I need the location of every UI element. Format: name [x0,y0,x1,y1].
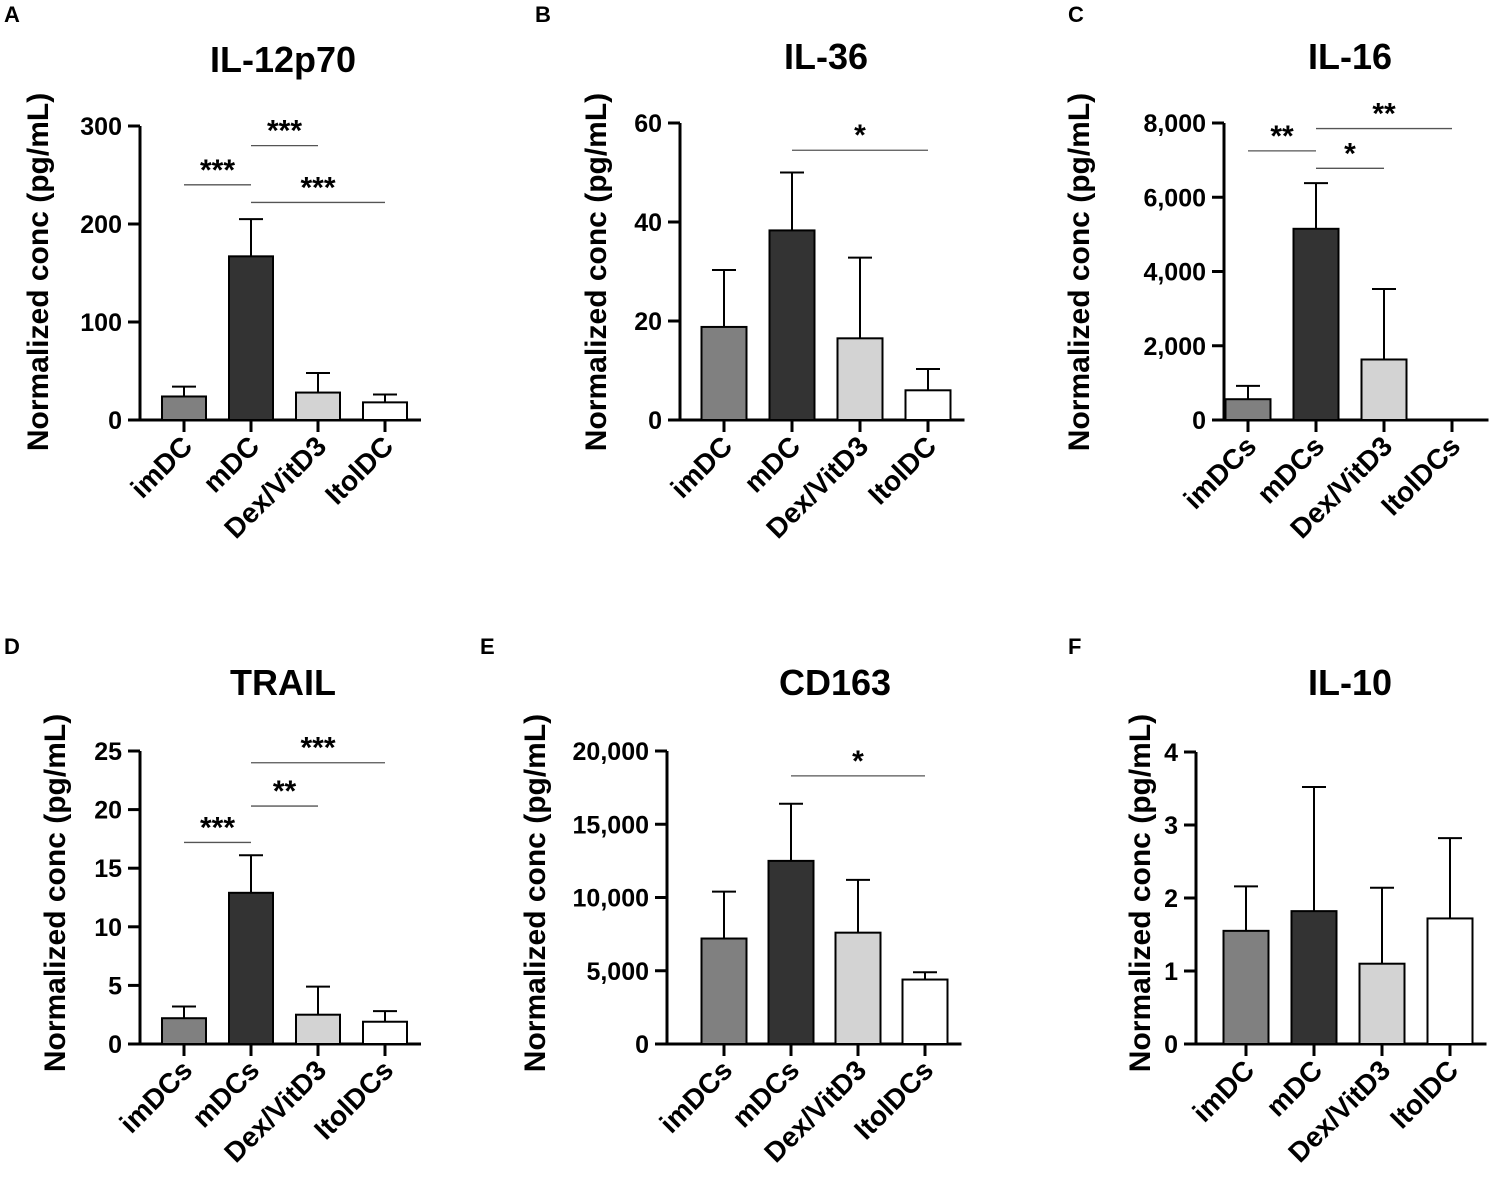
x-tick-label: imDC [1187,1054,1261,1128]
bar-mdc [228,255,274,421]
panel-letter: E [480,634,495,659]
bar-imdcs [161,1017,207,1046]
y-axis-label: Normalized conc (pg/mL) [1063,93,1096,451]
y-tick-label: 0 [648,407,662,435]
y-axis-label: Normalized conc (pg/mL) [22,93,55,451]
bar-mdc [1290,910,1338,1046]
x-tick-label: imDCs [1178,430,1263,515]
bar-imdc [1222,929,1270,1045]
x-tick-label: imDCs [654,1054,739,1139]
y-tick-label: 0 [108,407,122,435]
y-tick-label: 0 [1164,1031,1178,1059]
chart-title: IL-12p70 [210,39,356,80]
bar-itoldcs [901,978,949,1045]
y-tick-label: 2,000 [1143,333,1206,361]
significance-label: ** [1372,98,1396,131]
y-tick-label: 40 [634,209,662,237]
chart-title: IL-16 [1308,36,1392,77]
significance-label: *** [300,732,335,765]
bar-dex-vitd3 [836,337,884,422]
chart-title: TRAIL [230,662,336,703]
bar-mdcs [1292,227,1340,421]
bar-itoldc [362,401,408,421]
significance-label: * [1344,137,1356,170]
chart-title: CD163 [779,662,891,703]
significance-label: *** [200,811,235,844]
y-tick-label: 100 [80,309,122,337]
x-tick-label: imDC [665,430,739,504]
y-tick-label: 10 [94,914,122,942]
y-tick-label: 5,000 [586,958,649,986]
chart-title: IL-36 [784,36,868,77]
panel-letter: B [535,2,551,27]
y-tick-label: 0 [108,1031,122,1059]
bar-imdcs [700,937,748,1046]
panel-c: C IL-16 Normalized conc (pg/mL) 0 2,000 4,000… [1063,2,1489,544]
bar-dex-vitd3 [1360,358,1408,421]
y-tick-label: 2 [1164,885,1178,913]
y-tick-label: 20 [634,308,662,336]
y-tick-label: 3 [1164,812,1178,840]
y-tick-label: 0 [635,1031,649,1059]
bar-itoldcs [362,1020,408,1045]
y-axis-label: Normalized conc (pg/mL) [519,714,552,1072]
bar-dex-vitd3 [1358,962,1406,1046]
bar-mdcs [767,859,815,1045]
bar-itoldc [1426,917,1474,1045]
x-tick-label: imDC [125,430,199,504]
panel-a: A IL-12p70 Normalized conc (pg/mL) 0 100 200 3… [4,2,421,544]
panel-letter: C [1068,2,1084,27]
chart-title: IL-10 [1308,662,1392,703]
bar-dex-vitd3 [295,391,341,421]
significance-label: * [852,745,864,778]
bar-imdcs [1224,398,1272,421]
bar-imdc [700,325,748,421]
bar-dex-vitd3 [295,1013,341,1046]
y-tick-label: 25 [94,738,122,766]
x-tick-label: ItolDC [1384,1054,1464,1134]
y-tick-label: 200 [80,211,122,239]
significance-label: *** [267,115,302,148]
y-tick-label: 1 [1164,958,1178,986]
y-tick-label: 20,000 [573,738,649,766]
panel-d: D TRAIL Normalized conc (pg/mL) 0 5 10 15 20 25 i… [4,634,421,1168]
significance-label: * [854,119,866,152]
significance-label: ** [273,775,297,808]
y-axis-label: Normalized conc (pg/mL) [39,714,72,1072]
y-tick-label: 0 [1192,407,1206,435]
x-tick-label: ItolDC [862,430,942,510]
y-tick-label: 4,000 [1143,259,1206,287]
significance-label: *** [300,171,335,204]
y-tick-label: 8,000 [1143,110,1206,138]
y-tick-label: 4 [1164,739,1178,767]
y-tick-label: 300 [80,113,122,141]
y-axis-label: Normalized conc (pg/mL) [1124,714,1157,1072]
significance-label: ** [1270,120,1294,153]
bar-dex-vitd3 [834,931,882,1045]
bar-mdcs [228,891,274,1046]
bar-imdc [161,395,207,422]
y-tick-label: 60 [634,110,662,138]
panel-letter: D [4,634,20,659]
y-tick-label: 15 [94,855,122,883]
panel-letter: A [4,2,20,27]
x-tick-label: ItolDC [319,430,399,510]
significance-label: *** [200,154,235,187]
bar-itoldc [904,389,952,421]
bar-mdc [768,229,816,421]
y-tick-label: 15,000 [573,811,649,839]
panel-b: B IL-36 Normalized conc (pg/mL) 0 20 40 60 imDC… [535,2,965,544]
x-tick-label: imDCs [114,1054,199,1139]
panel-letter: F [1068,634,1081,659]
panel-e: E CD163 Normalized conc (pg/mL) 0 5,000 10,00… [480,634,962,1168]
y-tick-label: 5 [108,972,122,1000]
y-axis-label: Normalized conc (pg/mL) [580,93,613,451]
y-tick-label: 6,000 [1143,184,1206,212]
y-tick-label: 10,000 [573,885,649,913]
y-tick-label: 20 [94,797,122,825]
